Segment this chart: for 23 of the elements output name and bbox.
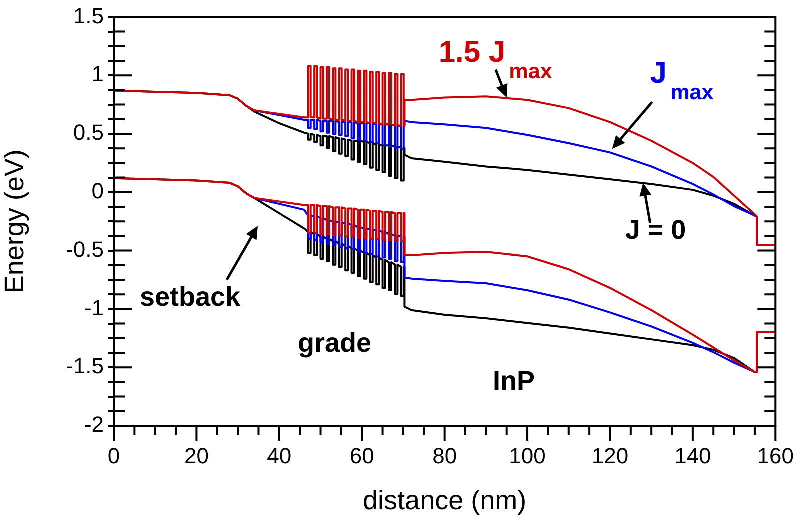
x-tick-label: 20 [184,443,209,468]
y-tick-label: 0 [92,178,104,204]
y-tick-label: 1.5 [73,3,104,28]
annotation: J = 0 [625,215,686,246]
y-axis-title: Energy (eV) [0,150,30,294]
annotation: grade [298,328,372,358]
x-tick-label: 40 [267,443,292,468]
x-tick-label: 120 [592,443,629,468]
y-tick-label: -1.5 [66,354,104,379]
y-tick-label: -1 [84,295,104,320]
x-tick-label: 140 [674,443,712,468]
x-tick-label: 100 [509,443,546,468]
x-axis-title: distance (nm) [363,485,527,516]
x-tick-label: 60 [350,443,374,468]
y-tick-label: -2 [84,412,104,438]
y-tick-label: 1 [92,62,104,87]
x-tick-label: 80 [432,443,458,468]
annotation: setback [140,282,242,312]
y-tick-label: 0.5 [73,120,104,146]
x-tick-label: 0 [108,443,120,468]
y-tick-label: -0.5 [66,236,104,262]
x-tick-label: 160 [757,443,794,468]
annotation: InP [493,366,536,396]
